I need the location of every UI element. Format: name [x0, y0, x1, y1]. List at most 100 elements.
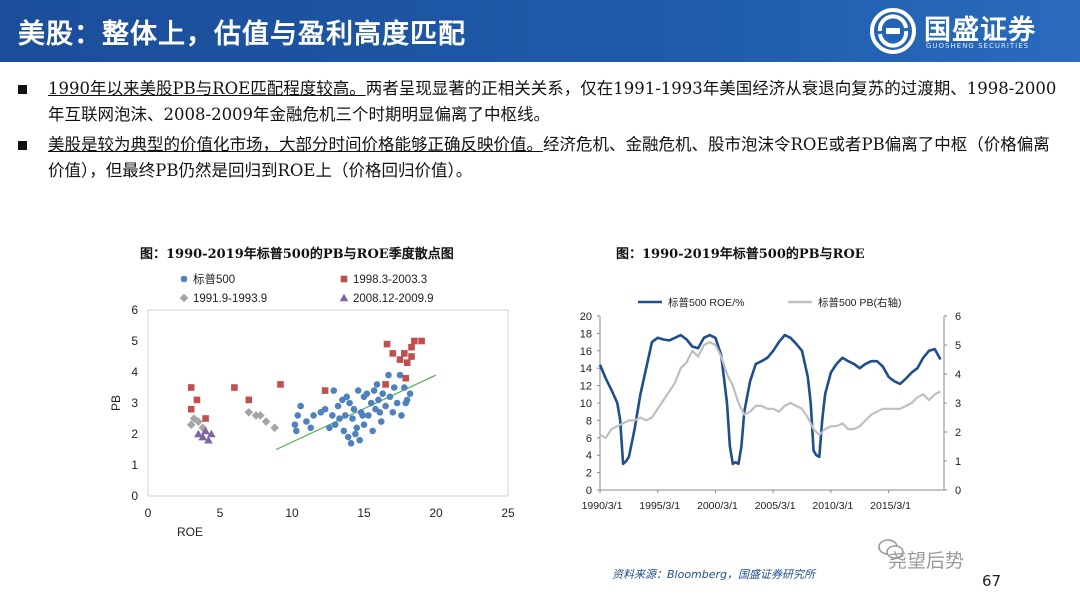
- data-point: [346, 399, 353, 407]
- legend-label: 标普500: [193, 272, 235, 286]
- bullet-square-icon: [18, 85, 27, 94]
- data-point: [386, 393, 394, 401]
- data-point: [382, 402, 389, 410]
- y-tick-label: 5: [131, 334, 138, 348]
- y-left-tick-label: 8: [586, 415, 592, 427]
- data-point: [389, 350, 397, 357]
- data-point: [396, 356, 404, 363]
- header-bar: 美股：整体上，估值与盈利高度匹配 国盛证券 GUOSHENG SECURITIE…: [0, 0, 1080, 62]
- data-point: [187, 405, 195, 413]
- data-point: [379, 390, 387, 397]
- data-point: [369, 427, 376, 435]
- data-point: [341, 412, 349, 419]
- data-point: [403, 359, 411, 366]
- data-point: [336, 415, 343, 422]
- y-left-tick-label: 12: [580, 381, 592, 393]
- data-point: [401, 350, 408, 357]
- y-tick-label: 6: [131, 303, 138, 317]
- x-tick-label: 5: [217, 506, 224, 520]
- bullet-item: 美股是较为典型的价值化市场，大部分时间价格能够正确反映价值。经济危机、金融危机、…: [14, 132, 1064, 184]
- x-tick-label: 2010/3/1: [812, 500, 853, 512]
- data-point: [377, 418, 385, 425]
- data-point: [244, 408, 254, 417]
- x-tick-label: 1995/3/1: [639, 500, 680, 512]
- series-line: [599, 341, 941, 439]
- data-point: [418, 337, 425, 345]
- data-point: [402, 399, 410, 407]
- y-tick-label: 1: [131, 458, 138, 472]
- data-point: [367, 399, 375, 407]
- data-point: [330, 387, 338, 394]
- data-point: [401, 384, 408, 391]
- bullet-text: 经济危机、金融危机、股市泡沫令ROE或者PB偏离了中枢（价格偏离价值），但最终P…: [48, 135, 1050, 180]
- company-logo: 国盛证券 GUOSHENG SECURITIES: [868, 6, 1068, 56]
- data-point: [251, 411, 261, 420]
- data-point: [389, 409, 397, 416]
- y-tick-label: 4: [131, 365, 138, 379]
- y-left-tick-label: 20: [580, 311, 592, 323]
- data-point: [277, 381, 284, 388]
- bullet-item: 1990年以来美股PB与ROE匹配程度较高。两者呈现显著的正相关关系，仅在199…: [14, 76, 1064, 128]
- y-right-tick-label: 1: [955, 456, 961, 468]
- logo-subtitle: GUOSHENG SECURITIES: [926, 42, 1030, 50]
- data-point: [408, 343, 415, 351]
- data-point: [207, 429, 216, 438]
- plot-area: [147, 309, 509, 497]
- legend-label: 标普500 ROE/%: [668, 296, 744, 309]
- wechat-icon: [878, 539, 904, 559]
- x-axis-label: ROE: [177, 525, 203, 539]
- page-title: 美股：整体上，估值与盈利高度匹配: [18, 19, 466, 50]
- watermark: 尧望后势: [888, 550, 965, 572]
- data-point: [202, 415, 209, 422]
- data-point: [411, 337, 418, 345]
- data-point: [359, 412, 366, 419]
- y-right-tick-label: 6: [955, 311, 961, 323]
- data-point: [383, 340, 391, 348]
- x-tick-label: 2005/3/1: [755, 500, 796, 512]
- y-left-tick-label: 14: [580, 363, 592, 375]
- data-point: [396, 371, 404, 379]
- data-point: [376, 409, 384, 416]
- data-point: [293, 427, 300, 435]
- data-point: [321, 387, 329, 394]
- scatter-chart: 0 1 2 3 4 5 6 0 5 10 15 20 25 ROE PB 标普500 1998.3-2003.3…: [109, 272, 515, 539]
- y-left-tick-label: 2: [586, 468, 592, 480]
- y-left-tick-label: 10: [580, 398, 592, 410]
- y-right-tick-label: 0: [955, 485, 961, 497]
- x-tick-label: 15: [357, 506, 371, 520]
- data-point: [352, 430, 359, 438]
- data-point: [291, 421, 299, 428]
- data-point: [326, 424, 333, 432]
- data-point: [187, 384, 195, 391]
- data-point: [375, 396, 382, 404]
- data-point: [354, 387, 362, 394]
- legend-label: 标普500 PB(右轴): [818, 296, 901, 309]
- logo-icon: [870, 8, 916, 54]
- series-line: [598, 333, 942, 466]
- x-tick-label: 1990/3/1: [582, 500, 623, 512]
- bullet-lead: 1990年以来美股PB与ROE匹配程度较高。: [48, 79, 366, 98]
- y-tick-label: 0: [131, 489, 138, 503]
- data-point: [307, 424, 315, 432]
- data-point: [356, 436, 363, 444]
- data-point: [393, 399, 401, 407]
- data-point: [363, 390, 371, 397]
- bullet-text: 两者呈现显著的正相关关系，仅在1991-1993年美国经济从衰退向复苏的过渡期、…: [48, 79, 1057, 124]
- data-point: [256, 411, 265, 420]
- data-point: [193, 396, 201, 404]
- data-point: [334, 402, 342, 410]
- line-chart-title: 图：1990-2019年标普500的PB与ROE: [616, 247, 865, 262]
- y-right-tick-label: 5: [955, 340, 961, 352]
- logo-name: 国盛证券: [924, 15, 1036, 46]
- y-right-tick-label: 3: [955, 398, 961, 410]
- data-point: [261, 417, 271, 426]
- data-point: [329, 412, 336, 419]
- x-tick-label: 25: [501, 506, 515, 520]
- source-note: 资料来源：Bloomberg，国盛证券研究所: [612, 568, 816, 581]
- data-point: [331, 421, 339, 428]
- y-right-tick-label: 2: [955, 427, 961, 439]
- data-point: [231, 384, 238, 391]
- data-point: [350, 405, 358, 413]
- trendline: [275, 374, 437, 451]
